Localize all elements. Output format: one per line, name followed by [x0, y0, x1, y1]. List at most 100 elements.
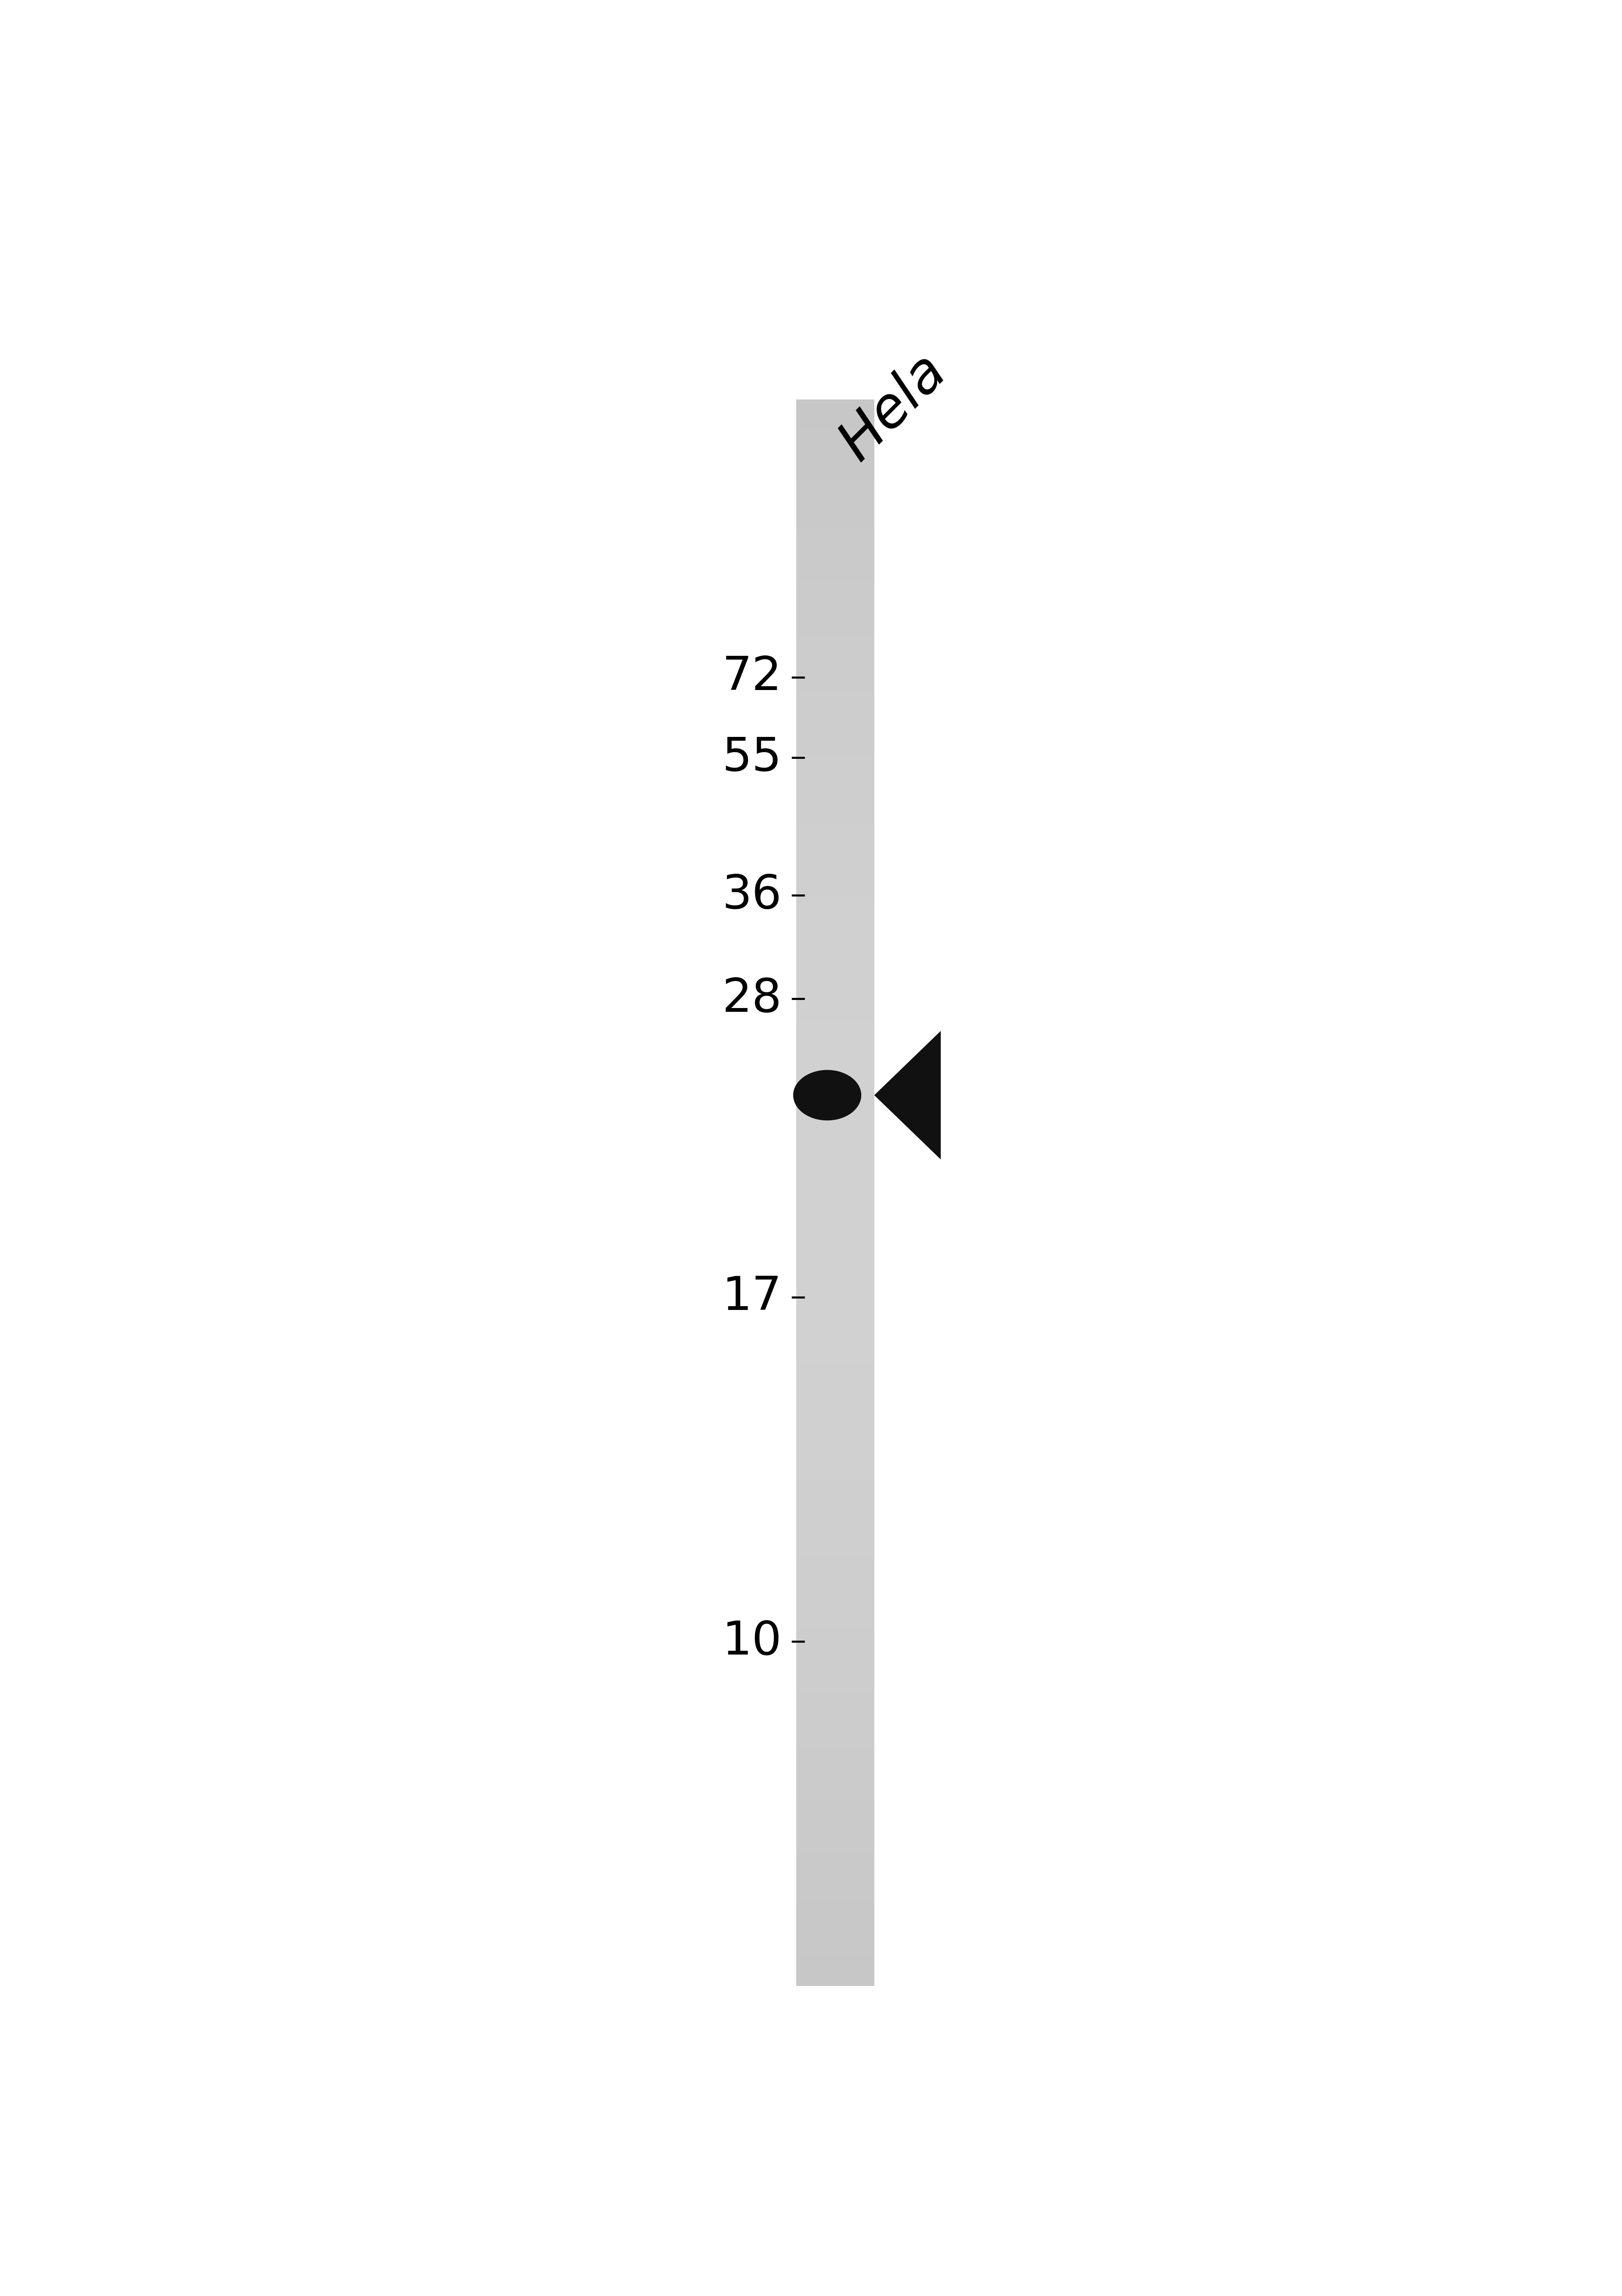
Bar — [796, 1355, 874, 1364]
Bar — [796, 781, 874, 788]
Bar — [796, 1773, 874, 1779]
Bar — [796, 404, 874, 413]
Bar — [796, 1155, 874, 1162]
Bar — [796, 1038, 874, 1047]
Bar — [796, 1240, 874, 1247]
Bar — [796, 420, 874, 429]
Bar — [796, 960, 874, 967]
Text: 55: 55 — [722, 735, 782, 781]
Bar — [796, 558, 874, 565]
Bar — [796, 1952, 874, 1958]
Bar — [796, 1878, 874, 1885]
Bar — [796, 765, 874, 771]
Bar — [796, 1366, 874, 1373]
Bar — [796, 928, 874, 934]
Bar — [796, 1841, 874, 1848]
Bar — [796, 769, 874, 776]
Bar — [796, 1919, 874, 1929]
Bar — [796, 1662, 874, 1669]
Bar — [796, 1694, 874, 1701]
Bar — [796, 1403, 874, 1410]
Bar — [796, 1561, 874, 1568]
Bar — [796, 1577, 874, 1584]
Bar — [796, 1736, 874, 1743]
Bar — [796, 1936, 874, 1945]
Bar — [796, 1745, 874, 1754]
Bar — [796, 1582, 874, 1589]
Bar — [796, 1598, 874, 1605]
Bar — [796, 501, 874, 507]
Bar — [796, 748, 874, 755]
Bar — [796, 1630, 874, 1637]
Bar — [796, 1857, 874, 1864]
Bar — [796, 817, 874, 824]
Bar — [796, 1440, 874, 1446]
Bar — [796, 553, 874, 560]
Bar — [796, 1541, 874, 1548]
Bar — [796, 774, 874, 783]
Bar — [796, 1906, 874, 1913]
Bar — [796, 1097, 874, 1104]
Bar — [796, 1256, 874, 1263]
Bar — [796, 668, 874, 677]
Bar — [796, 1114, 874, 1120]
Bar — [796, 1150, 874, 1157]
Bar — [796, 797, 874, 804]
Bar — [796, 1476, 874, 1486]
Bar — [796, 1203, 874, 1210]
Bar — [796, 1651, 874, 1658]
Bar — [796, 473, 874, 482]
Bar — [796, 1862, 874, 1869]
Bar — [796, 546, 874, 556]
Bar — [796, 712, 874, 719]
Bar — [796, 1566, 874, 1575]
Bar — [796, 790, 874, 799]
Bar — [796, 1286, 874, 1295]
Bar — [796, 1678, 874, 1685]
Bar — [796, 448, 874, 455]
Bar — [796, 1212, 874, 1221]
Bar — [796, 1045, 874, 1052]
Bar — [796, 859, 874, 866]
Bar — [796, 827, 874, 836]
Bar — [796, 1793, 874, 1800]
Bar — [796, 964, 874, 971]
Bar — [796, 985, 874, 994]
Bar — [796, 1139, 874, 1146]
Bar — [796, 939, 874, 946]
Bar — [796, 464, 874, 471]
Bar — [796, 1091, 874, 1100]
Bar — [796, 902, 874, 909]
Bar — [796, 1894, 874, 1901]
Bar — [796, 705, 874, 714]
Bar — [796, 1915, 874, 1922]
Bar — [796, 1968, 874, 1975]
Bar — [796, 1196, 874, 1205]
Bar — [796, 542, 874, 549]
Bar — [796, 627, 874, 634]
Bar — [796, 1435, 874, 1442]
Bar — [796, 1127, 874, 1137]
Bar — [796, 1456, 874, 1463]
Bar — [796, 1272, 874, 1279]
Bar — [796, 785, 874, 792]
Text: 36: 36 — [722, 872, 782, 918]
Text: 10: 10 — [722, 1619, 782, 1665]
Bar — [796, 932, 874, 941]
Bar — [796, 700, 874, 707]
Bar — [796, 1724, 874, 1733]
Bar — [796, 1297, 874, 1304]
Bar — [796, 1768, 874, 1775]
Bar — [796, 1033, 874, 1040]
Bar — [796, 1428, 874, 1437]
Bar — [796, 1529, 874, 1538]
Bar — [796, 1789, 874, 1795]
Bar — [796, 595, 874, 602]
Bar — [796, 850, 874, 856]
Bar — [796, 1931, 874, 1938]
Bar — [796, 1573, 874, 1580]
Bar — [796, 1350, 874, 1357]
Bar — [796, 1497, 874, 1506]
Bar — [796, 1837, 874, 1844]
Bar — [796, 912, 874, 918]
